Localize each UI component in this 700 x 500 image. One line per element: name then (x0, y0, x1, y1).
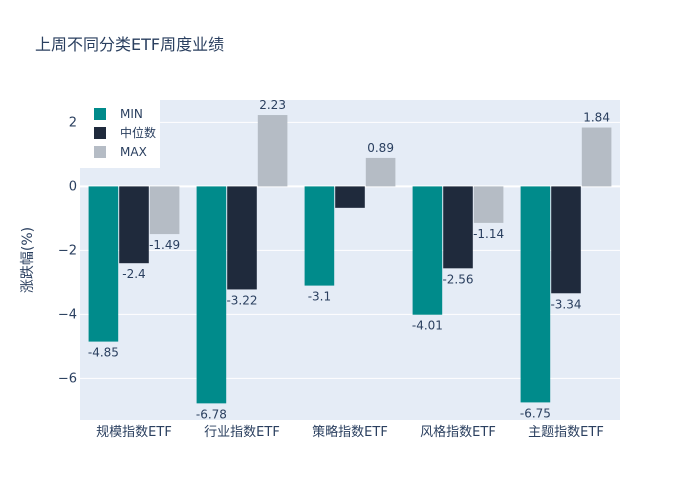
data-label: -6.78 (196, 407, 227, 421)
legend-entry: 中位数 (120, 125, 156, 140)
y-tick-label: −6 (58, 371, 77, 386)
bar-MIN-3 (412, 186, 443, 315)
bar-MAX-4 (581, 127, 612, 187)
y-tick-label: 0 (69, 179, 77, 194)
legend-entry: MIN (120, 107, 143, 121)
x-tick-label: 规模指数ETF (96, 425, 172, 440)
legend-swatch (94, 108, 106, 120)
data-label: -3.22 (226, 293, 257, 307)
bar-中位数-2 (335, 186, 365, 208)
y-axis-title: 涨跌幅(%) (20, 227, 36, 293)
data-label: 2.23 (259, 98, 286, 112)
legend-entry: MAX (120, 145, 147, 159)
x-tick-label: 策略指数ETF (312, 424, 388, 440)
y-tick-label: −2 (58, 243, 77, 258)
data-label: 0.89 (367, 141, 394, 155)
bar-MAX-0 (149, 186, 180, 235)
bar-中位数-3 (443, 186, 473, 269)
x-tick-label: 行业指数ETF (204, 425, 280, 440)
legend-box (80, 100, 160, 168)
bar-MAX-2 (365, 157, 396, 187)
bar-中位数-4 (551, 186, 581, 294)
legend-swatch (94, 127, 106, 139)
data-label: -1.49 (149, 238, 180, 252)
bar-MIN-2 (304, 186, 335, 286)
data-label: -2.56 (442, 272, 473, 286)
data-label: -2.4 (122, 267, 145, 281)
bar-MAX-3 (473, 186, 504, 223)
bar-MIN-0 (88, 186, 119, 342)
bar-MIN-1 (196, 186, 227, 404)
data-label: -6.75 (520, 406, 551, 420)
data-label: -4.01 (412, 319, 443, 333)
x-tick-label: 主题指数ETF (528, 425, 604, 440)
y-tick-label: 2 (69, 115, 77, 130)
data-label: -3.34 (550, 297, 581, 311)
chart-title: 上周不同分类ETF周度业绩 (35, 35, 224, 54)
data-label: -3.1 (308, 290, 331, 304)
data-label: -1.14 (473, 227, 504, 241)
bar-中位数-1 (227, 186, 257, 290)
bar-中位数-0 (119, 186, 149, 264)
bar-MIN-4 (520, 186, 551, 403)
legend-swatch (94, 146, 106, 158)
data-label: -4.85 (88, 346, 119, 360)
bar-MAX-1 (257, 115, 288, 187)
x-tick-label: 风格指数ETF (420, 424, 496, 440)
y-tick-label: −4 (58, 307, 77, 322)
data-label: 1.84 (583, 111, 610, 125)
